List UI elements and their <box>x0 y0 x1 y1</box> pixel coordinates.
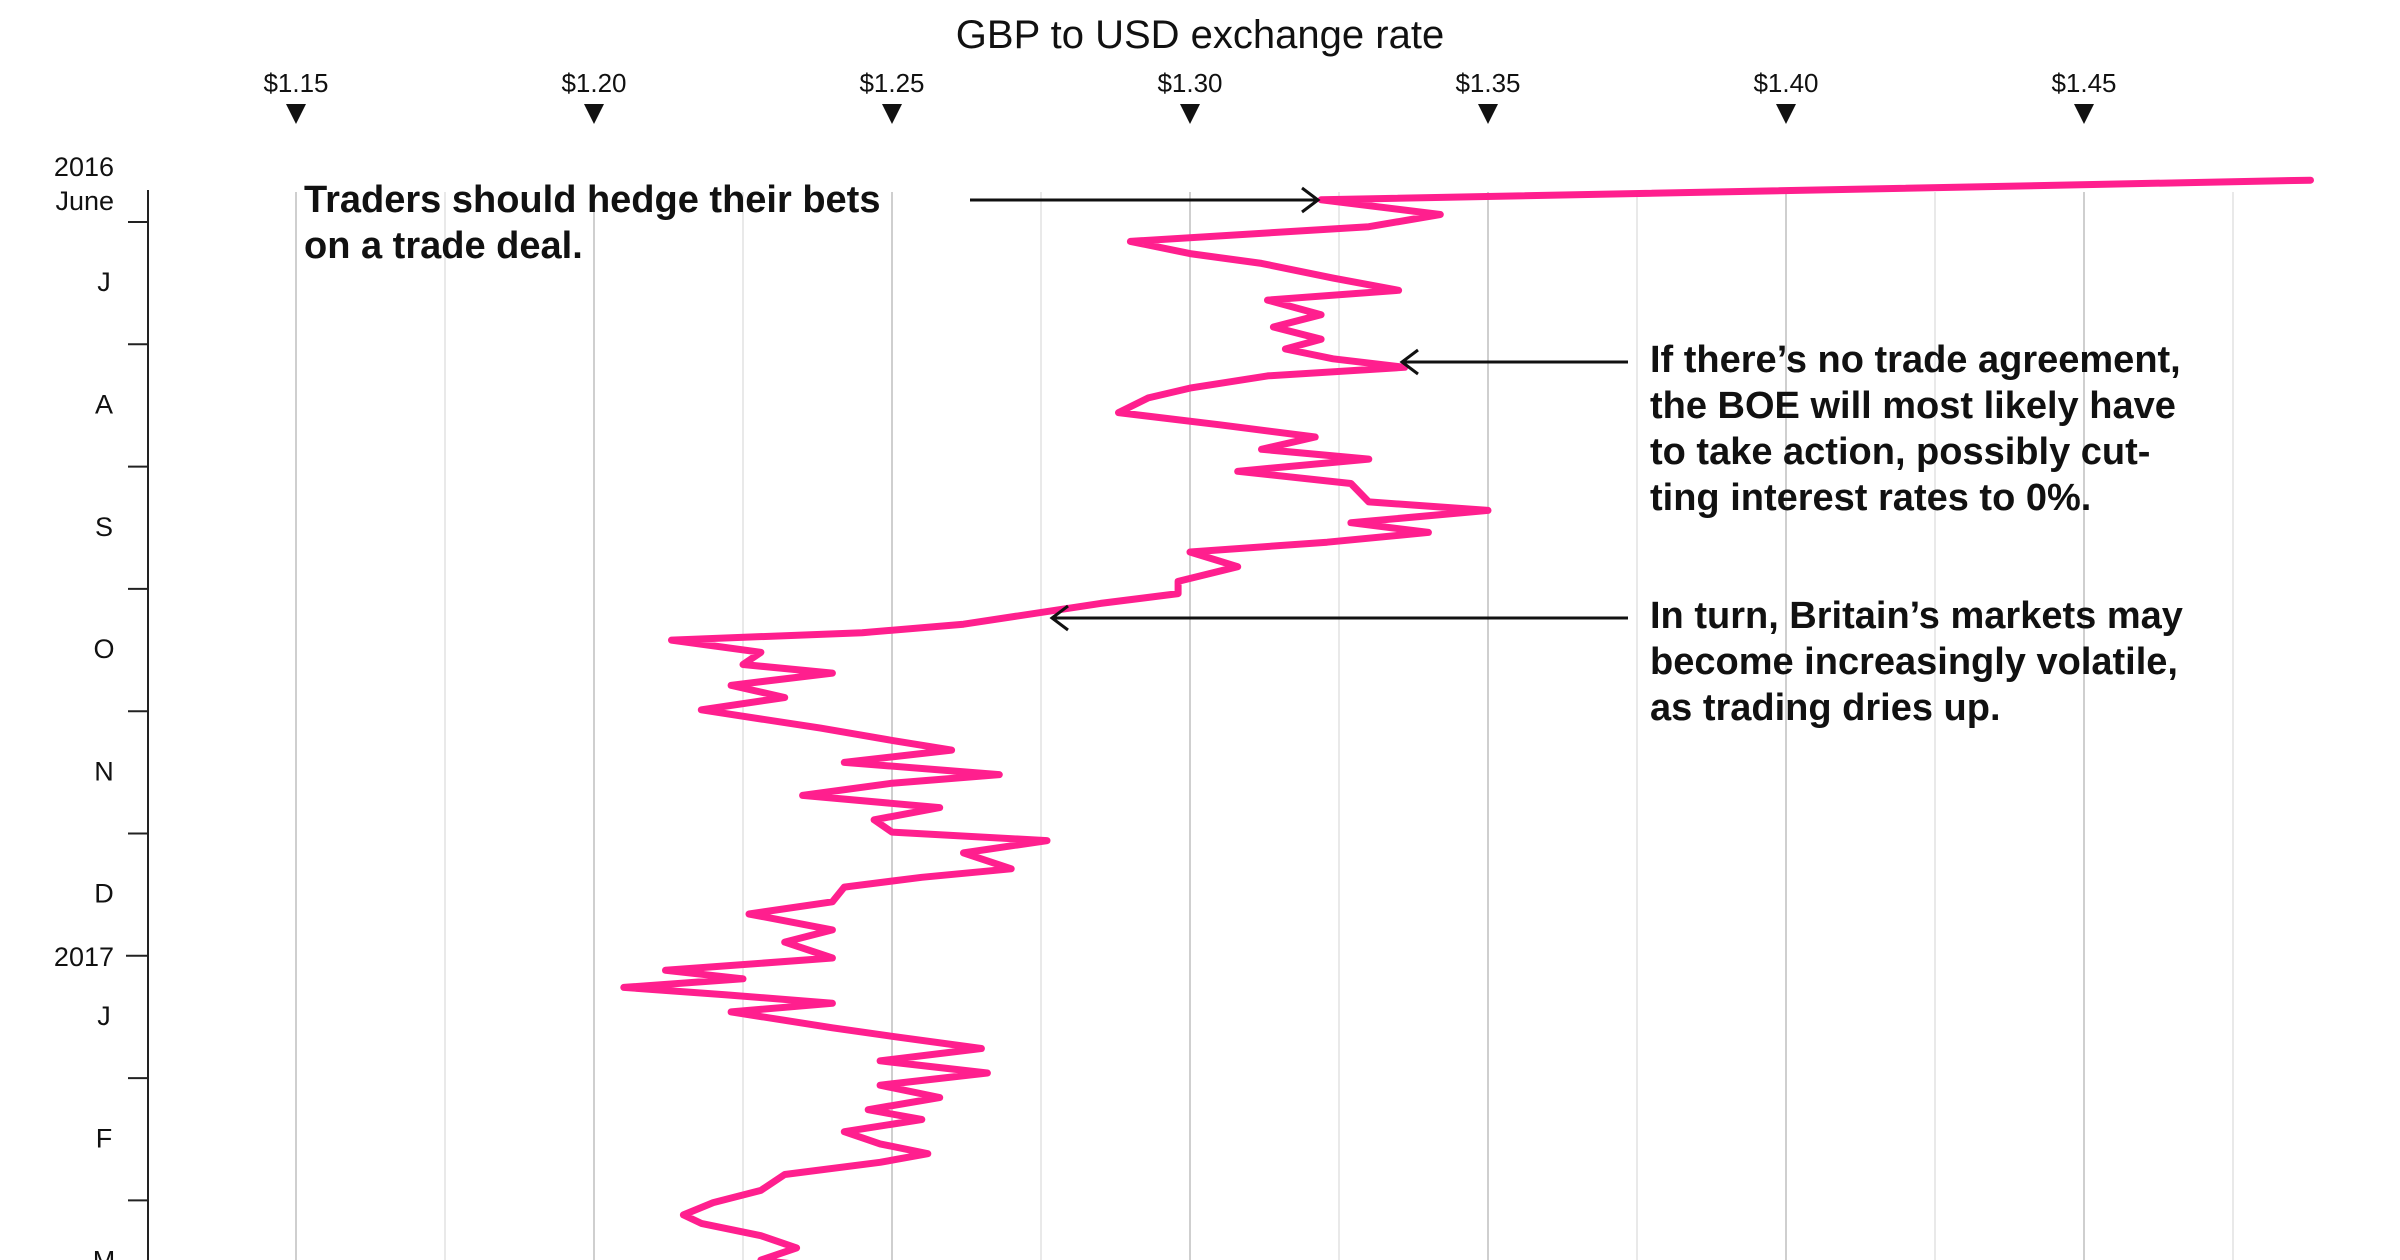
month-label: June <box>55 186 114 216</box>
arrowhead-icon <box>1049 604 1069 632</box>
x-tick-label: $1.30 <box>1157 68 1222 98</box>
month-label: D <box>94 879 114 909</box>
annotation-text-line: the BOE will most likely have <box>1650 385 2176 427</box>
annotation-text-line: If there’s no trade agreement, <box>1650 339 2181 381</box>
annotation-text-line: In turn, Britain’s markets may <box>1650 595 2183 637</box>
x-tick-label: $1.15 <box>263 68 328 98</box>
annotation-boe: If there’s no trade agreement,the BOE wi… <box>1399 339 2181 519</box>
month-label: J <box>97 267 111 297</box>
annotation-text-line: on a trade deal. <box>304 225 583 267</box>
arrowhead-icon <box>1301 186 1321 214</box>
x-tick-label: $1.40 <box>1753 68 1818 98</box>
annotation-text-line: as trading dries up. <box>1650 687 2001 729</box>
month-label: J <box>97 1001 111 1031</box>
x-tick-label: $1.45 <box>2051 68 2116 98</box>
x-tick-label: $1.35 <box>1455 68 1520 98</box>
x-tick-marker-icon <box>286 104 306 124</box>
x-tick-marker-icon <box>1776 104 1796 124</box>
x-tick-label: $1.25 <box>859 68 924 98</box>
chart-title: GBP to USD exchange rate <box>956 13 1444 57</box>
grid-layer <box>295 192 2234 1260</box>
series-layer <box>620 176 2314 1260</box>
year-label: 2016 <box>54 152 114 182</box>
annotation-text-line: ting interest rates to 0%. <box>1650 477 2091 519</box>
month-label: A <box>95 389 113 419</box>
month-label: N <box>94 756 114 786</box>
x-tick-marker-icon <box>1180 104 1200 124</box>
x-tick-marker-icon <box>1478 104 1498 124</box>
x-tick-marker-icon <box>584 104 604 124</box>
x-tick-label: $1.20 <box>561 68 626 98</box>
annotation-text-line: become increasingly volatile, <box>1650 641 2178 683</box>
annotation-text-line: Traders should hedge their bets <box>304 179 880 221</box>
month-label: F <box>96 1123 113 1153</box>
annotation-text-line: to take action, possibly cut- <box>1650 431 2150 473</box>
month-label: S <box>95 512 113 542</box>
arrowhead-icon <box>1399 348 1419 376</box>
x-tick-marker-icon <box>2074 104 2094 124</box>
month-label: M <box>93 1246 116 1260</box>
rate-axis-ticks: $1.15 $1.20 $1.25 $1.30 $1.35 $1.40 $1.45 <box>263 68 2117 124</box>
gbp-usd-series-line <box>620 176 2314 1260</box>
x-tick-marker-icon <box>882 104 902 124</box>
month-label: O <box>93 634 114 664</box>
time-axis: June J A S O N D J F M 2016 2017 <box>54 152 149 1260</box>
year-label: 2017 <box>54 942 114 972</box>
